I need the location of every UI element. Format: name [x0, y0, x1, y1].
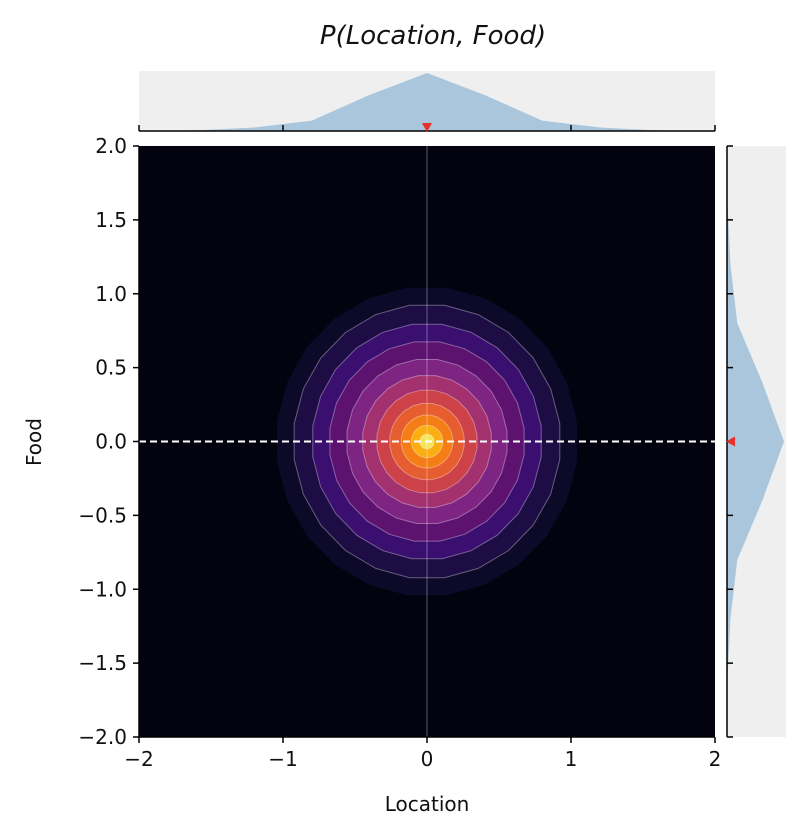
contour-line-3 [312, 323, 542, 560]
x-tick-label-0: −2 [124, 747, 153, 771]
y-tick-label-2: 1.0 [95, 282, 127, 306]
x-axis: −2 −1 0 1 2 [124, 736, 722, 771]
y-axis-label: Food [22, 418, 46, 466]
right-marginal-marker [726, 436, 735, 447]
right-marginal-density [727, 146, 784, 737]
y-tick-label-3: 0.5 [95, 356, 127, 380]
main-plot-area [139, 146, 715, 737]
contour-line-5 [346, 359, 508, 524]
contour-line-6 [362, 375, 492, 508]
x-axis-label: Location [385, 792, 470, 816]
y-tick-label-6: −1.0 [78, 577, 127, 601]
x-tick-label-3: 1 [565, 747, 578, 771]
top-marginal-density [139, 73, 715, 131]
y-tick-label-5: −0.5 [78, 503, 127, 527]
right-marginal-panel [726, 145, 786, 738]
y-tick-label-1: 1.5 [95, 208, 127, 232]
contour-line-2 [293, 304, 561, 579]
x-tick-label-1: −1 [268, 747, 297, 771]
y-tick-label-4: 0.0 [95, 430, 127, 454]
top-marginal-marker [422, 123, 432, 132]
y-axis: 2.0 1.5 1.0 0.5 0.0 −0.5 −1.0 −1.5 −2.0 [78, 134, 140, 749]
x-tick-label-2: 0 [421, 747, 434, 771]
contour-line-4 [329, 341, 525, 542]
y-tick-label-0: 2.0 [95, 134, 127, 158]
top-marginal-panel [138, 71, 716, 132]
contour-line-10 [410, 424, 444, 459]
contour-line-7 [376, 389, 478, 494]
y-tick-label-8: −2.0 [78, 725, 127, 749]
contour-line-9 [400, 414, 454, 469]
y-tick-label-7: −1.5 [78, 651, 127, 675]
contour-line-8 [389, 402, 465, 481]
chart-title: P(Location, Food) [320, 21, 546, 51]
x-tick-label-4: 2 [709, 747, 722, 771]
